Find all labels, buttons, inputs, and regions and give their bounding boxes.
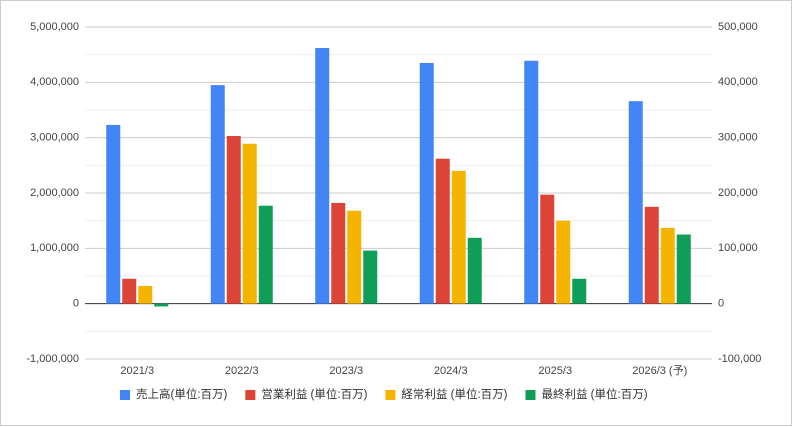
bar [435, 158, 450, 304]
bars [106, 48, 691, 307]
x-tick-label: 2022/3 [225, 365, 259, 377]
y2-tick-label: 300,000 [718, 132, 758, 144]
x-tick-label: 2024/3 [434, 365, 468, 377]
bar [660, 227, 675, 304]
y-tick-label: 2,000,000 [30, 187, 79, 199]
bar [540, 194, 555, 304]
y-tick-label: -1,000,000 [26, 353, 79, 365]
bar [419, 62, 434, 304]
y2-tick-label: -100,000 [718, 353, 761, 365]
bar [676, 234, 691, 304]
bar [451, 170, 466, 304]
y2-tick-label: 500,000 [718, 21, 758, 33]
legend-swatch [245, 390, 256, 400]
y2-tick-label: 400,000 [718, 76, 758, 88]
bar [138, 285, 153, 304]
y-tick-label: 3,000,000 [30, 132, 79, 144]
legend-swatch [120, 390, 130, 400]
labels: -1,000,000 0 1,000,000 2,000,000 3,000,000 4,… [26, 21, 761, 377]
y-tick-label: 5,000,000 [30, 21, 79, 33]
y2-tick-label: 0 [718, 298, 724, 310]
bar [122, 278, 137, 304]
legend-label: 売上高(単位:百万) [136, 387, 228, 401]
bar [106, 124, 121, 304]
x-tick-label: 2023/3 [329, 365, 363, 377]
bar [572, 278, 587, 304]
bar [210, 85, 225, 304]
bar [524, 60, 539, 304]
y2-tick-label: 100,000 [718, 242, 758, 254]
bar [347, 210, 362, 304]
legend-swatch [525, 390, 536, 400]
bar [556, 220, 571, 304]
x-tick-label: 2026/3 (予) [632, 364, 687, 377]
legend-label: 経常利益 (単位:百万) [401, 387, 507, 401]
legend-swatch [385, 390, 396, 400]
y-tick-label: 4,000,000 [30, 76, 79, 88]
bar [644, 206, 659, 304]
bar [331, 202, 346, 304]
legend-label: 最終利益 (単位:百万) [541, 387, 647, 401]
y2-tick-label: 200,000 [718, 187, 758, 199]
y-tick-label: 1,000,000 [30, 242, 79, 254]
y-tick-label: 0 [73, 298, 79, 310]
bar [242, 143, 257, 304]
bar [315, 48, 330, 304]
bar [467, 237, 482, 304]
x-tick-label: 2021/3 [120, 365, 154, 377]
bar [258, 205, 273, 304]
legend-label: 営業利益 (単位:百万) [261, 387, 367, 401]
legend: 売上高(単位:百万) 営業利益 (単位:百万) 経常利益 (単位:百万) 最終利益 (… [120, 387, 648, 401]
bar [154, 303, 169, 307]
bar [363, 250, 378, 304]
grid [85, 26, 712, 360]
bar [226, 136, 241, 304]
bar [628, 101, 643, 304]
x-tick-label: 2025/3 [538, 365, 572, 377]
